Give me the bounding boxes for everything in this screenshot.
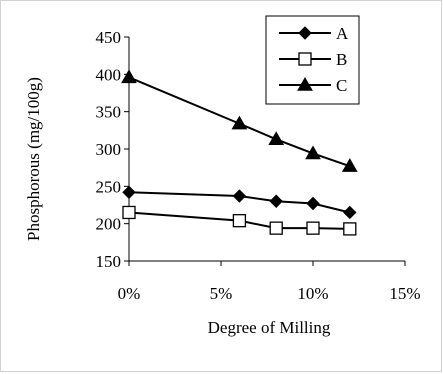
data-point-b bbox=[232, 214, 247, 228]
data-point-c bbox=[341, 158, 358, 172]
data-point-a bbox=[122, 185, 136, 200]
x-axis-label: Degree of Milling bbox=[208, 318, 331, 337]
x-tick-label: 10% bbox=[297, 284, 328, 303]
data-point-b bbox=[122, 205, 136, 220]
data-point-b bbox=[269, 221, 283, 235]
legend: ABC bbox=[265, 15, 360, 105]
legend-label-a: A bbox=[336, 24, 349, 43]
data-point-c bbox=[121, 69, 137, 84]
series-layer bbox=[121, 69, 358, 236]
y-tick-label: 150 bbox=[96, 252, 122, 271]
legend-entry-b: B bbox=[279, 50, 347, 69]
data-point-c bbox=[268, 131, 285, 146]
data-point-c bbox=[231, 115, 248, 130]
x-ticks: 0% 5% 10% 15% bbox=[118, 261, 421, 303]
legend-marker-b bbox=[298, 52, 312, 66]
data-point-b bbox=[343, 222, 357, 236]
data-point-a bbox=[269, 194, 283, 208]
data-point-a bbox=[306, 196, 320, 211]
series-b bbox=[122, 205, 357, 236]
y-tick-label: 200 bbox=[96, 215, 122, 234]
legend-entry-a: A bbox=[279, 24, 349, 43]
y-tick-label: 250 bbox=[96, 177, 122, 196]
data-point-b bbox=[306, 221, 320, 235]
series-a bbox=[122, 185, 357, 220]
y-tick-label: 300 bbox=[96, 140, 122, 159]
data-point-c bbox=[305, 145, 321, 160]
x-tick-label: 5% bbox=[210, 284, 233, 303]
x-tick-label: 0% bbox=[118, 284, 141, 303]
y-tick-label: 450 bbox=[96, 28, 122, 47]
legend-marker-c bbox=[297, 76, 313, 91]
y-ticks: 150 200 250 300 350 400 450 bbox=[96, 28, 129, 271]
x-tick-label: 15% bbox=[389, 284, 420, 303]
legend-label-c: C bbox=[336, 76, 347, 95]
data-point-a bbox=[343, 205, 357, 220]
data-point-a bbox=[232, 189, 247, 203]
y-tick-label: 400 bbox=[96, 65, 122, 84]
series-c bbox=[121, 69, 358, 172]
y-tick-label: 350 bbox=[96, 103, 122, 122]
legend-label-b: B bbox=[336, 50, 347, 69]
y-axis-label: Phosphorous (mg/100g) bbox=[24, 77, 43, 241]
legend-entry-c: C bbox=[279, 76, 347, 95]
legend-marker-a bbox=[298, 26, 312, 40]
